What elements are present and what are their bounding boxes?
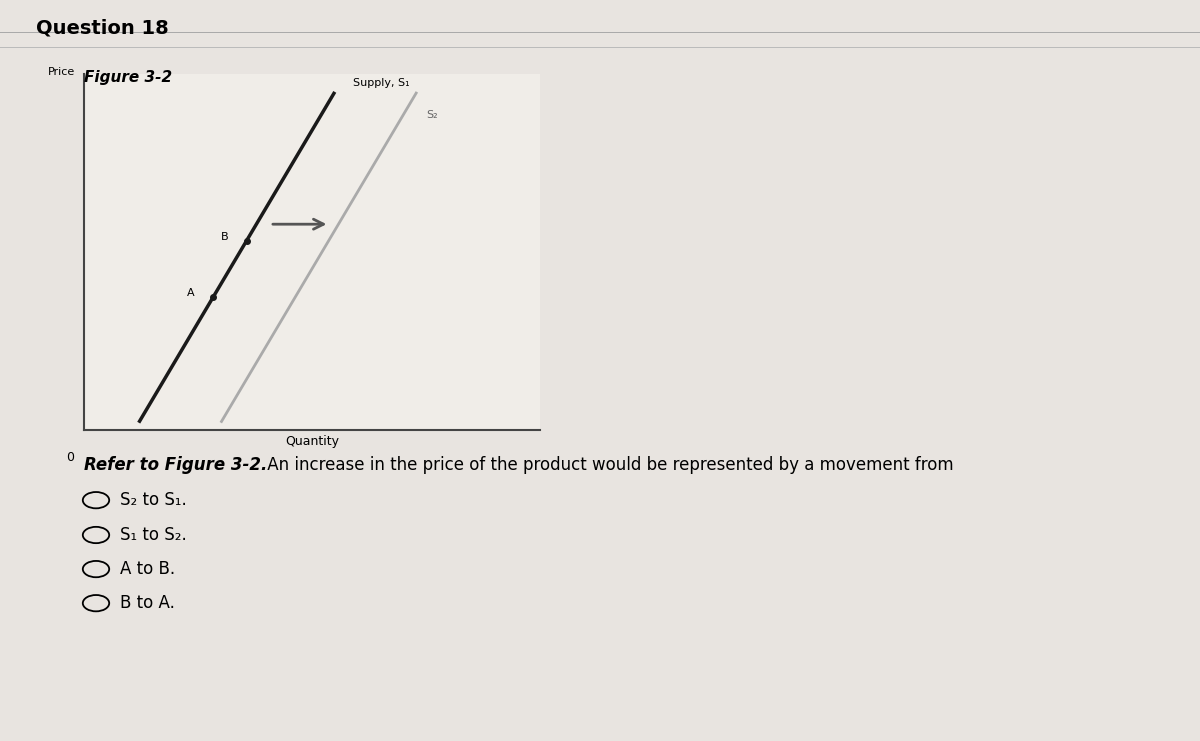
Text: Supply, S₁: Supply, S₁ [353, 79, 409, 88]
Text: B to A.: B to A. [120, 594, 175, 612]
Text: A to B.: A to B. [120, 560, 175, 578]
Y-axis label: Price: Price [48, 67, 74, 77]
Text: S₂: S₂ [426, 110, 438, 120]
Text: An increase in the price of the product would be represented by a movement from: An increase in the price of the product … [262, 456, 953, 473]
Text: A: A [187, 288, 194, 299]
Text: 0: 0 [66, 451, 74, 464]
Text: B: B [221, 232, 228, 242]
Text: Question 18: Question 18 [36, 19, 169, 38]
Text: Refer to Figure 3-2.: Refer to Figure 3-2. [84, 456, 268, 473]
Text: S₁ to S₂.: S₁ to S₂. [120, 526, 187, 544]
X-axis label: Quantity: Quantity [286, 435, 340, 448]
Text: Figure 3-2: Figure 3-2 [84, 70, 172, 85]
Text: S₂ to S₁.: S₂ to S₁. [120, 491, 187, 509]
